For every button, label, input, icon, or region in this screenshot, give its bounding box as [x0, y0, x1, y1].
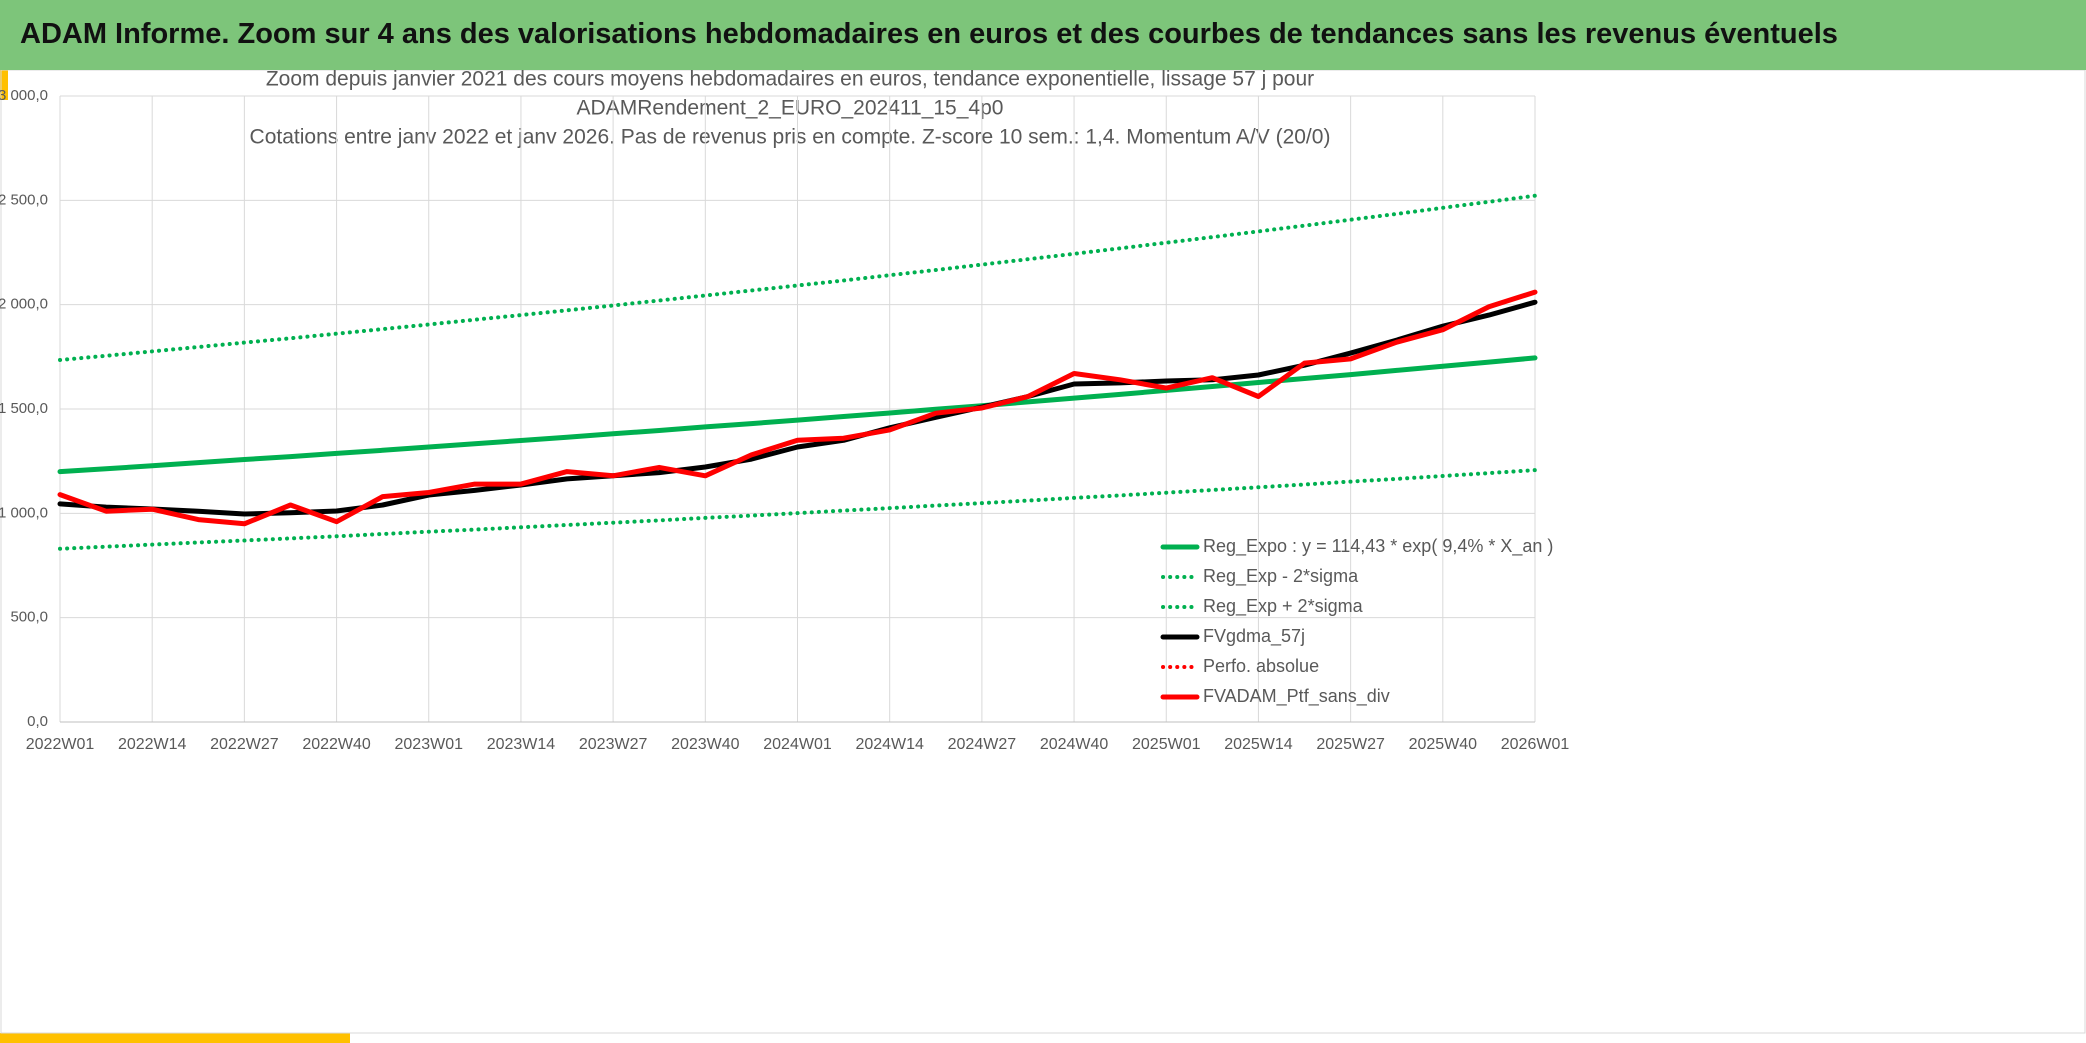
legend-label: Perfo. absolue — [1203, 656, 1319, 676]
y-tick-label: 1 000,0 — [0, 504, 48, 521]
y-tick-label: 2 500,0 — [0, 191, 48, 208]
x-tick-label: 2023W40 — [671, 736, 740, 753]
legend-label: FVADAM_Ptf_sans_div — [1203, 686, 1390, 707]
x-tick-label: 2023W01 — [395, 736, 464, 753]
legend-label: FVgdma_57j — [1203, 626, 1305, 647]
y-tick-label: 1 500,0 — [0, 400, 48, 417]
x-tick-label: 2023W27 — [579, 736, 648, 753]
legend-label: Reg_Exp + 2*sigma — [1203, 596, 1364, 617]
x-tick-label: 2022W27 — [210, 736, 279, 753]
y-tick-label: 0,0 — [27, 713, 48, 730]
y-tick-label: 3 000,0 — [0, 87, 48, 104]
x-tick-label: 2022W14 — [118, 736, 187, 753]
x-tick-label: 2025W40 — [1409, 736, 1478, 753]
legend-label: Reg_Expo : y = 114,43 * exp( 9,4% * X_an… — [1203, 536, 1553, 557]
x-tick-label: 2025W01 — [1132, 736, 1201, 753]
x-tick-label: 2024W40 — [1040, 736, 1109, 753]
header-title: ADAM Informe. Zoom sur 4 ans des valoris… — [20, 18, 1838, 50]
series-line — [57, 355, 1538, 475]
chart-title: ADAMRendement_2_EURO_202411_15_4p0 — [577, 97, 1004, 120]
x-tick-label: 2022W01 — [26, 736, 95, 753]
corner-accent — [0, 70, 8, 100]
x-tick-label: 2022W40 — [302, 736, 371, 753]
series-line — [58, 468, 1537, 551]
corner-accent — [0, 1033, 350, 1043]
chart-title: Zoom depuis janvier 2021 des cours moyen… — [266, 70, 1314, 91]
y-tick-label: 2 000,0 — [0, 296, 48, 313]
series-line — [57, 289, 1538, 527]
legend-label: Reg_Exp - 2*sigma — [1203, 566, 1359, 587]
x-tick-label: 2025W14 — [1224, 736, 1293, 753]
chart-title: Cotations entre janv 2022 et janv 2026. … — [250, 126, 1331, 149]
chart: Zoom depuis janvier 2021 des cours moyen… — [0, 70, 2086, 1043]
x-tick-label: 2024W14 — [855, 736, 924, 753]
x-tick-label: 2025W27 — [1316, 736, 1385, 753]
series-line — [58, 193, 1537, 362]
x-tick-label: 2024W01 — [763, 736, 832, 753]
y-tick-label: 500,0 — [10, 609, 48, 626]
x-tick-label: 2023W14 — [487, 736, 556, 753]
x-tick-label: 2026W01 — [1501, 736, 1570, 753]
chart-border — [0, 70, 2086, 1034]
x-tick-label: 2024W27 — [948, 736, 1017, 753]
header-bar: ADAM Informe. Zoom sur 4 ans des valoris… — [0, 0, 2086, 70]
